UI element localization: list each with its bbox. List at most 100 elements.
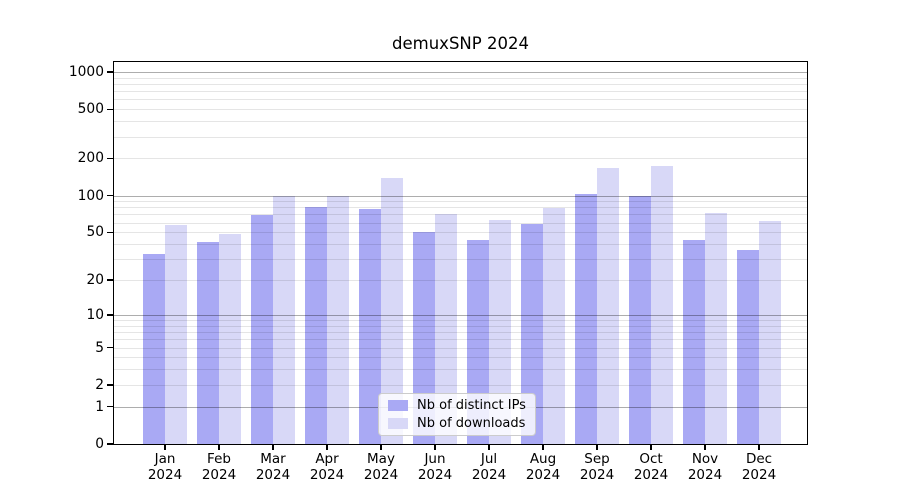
legend-swatch-distinct-ips <box>388 400 408 411</box>
y-tick-label-20: 20 <box>86 272 104 289</box>
gridline-50 <box>114 232 807 234</box>
bar-downloads-mar <box>273 195 295 444</box>
y-tick-2 <box>107 384 114 386</box>
legend-swatch-downloads <box>388 418 408 429</box>
x-tick-aug <box>542 445 544 450</box>
x-tick-label-may: May 2024 <box>363 451 399 483</box>
gridline-8 <box>114 325 807 327</box>
gridline-9 <box>114 320 807 322</box>
gridline-30 <box>114 259 807 261</box>
gridline-700 <box>114 91 807 93</box>
bar-distinct-ips-feb <box>197 241 219 444</box>
bar-distinct-ips-mar <box>251 214 273 444</box>
bar-distinct-ips-sep <box>575 193 597 444</box>
bar-distinct-ips-apr <box>305 206 327 444</box>
x-tick-nov <box>704 445 706 450</box>
gridline-90 <box>114 201 807 203</box>
x-tick-mar <box>272 445 274 450</box>
bar-downloads-feb <box>219 234 241 444</box>
y-tick-5 <box>107 346 114 349</box>
legend-item-distinct-ips: Nb of distinct IPs <box>388 398 526 413</box>
gridline-60 <box>114 222 807 224</box>
bar-downloads-jan <box>165 225 187 444</box>
x-tick-label-mar: Mar 2024 <box>255 451 291 483</box>
y-tick-10 <box>107 314 114 316</box>
y-tick-50 <box>107 231 114 233</box>
x-tick-label-feb: Feb 2024 <box>201 451 237 483</box>
gridline-200 <box>114 158 807 160</box>
gridline-1000 <box>114 72 807 74</box>
legend-label-downloads: Nb of downloads <box>417 416 526 431</box>
plot-area: Nb of distinct IPs Nb of downloads <box>113 61 808 445</box>
gridline-4 <box>114 357 807 359</box>
gridline-500 <box>114 109 807 111</box>
x-tick-label-aug: Aug 2024 <box>525 451 561 483</box>
bar-distinct-ips-oct <box>629 195 651 444</box>
x-tick-jan <box>164 445 166 450</box>
bar-distinct-ips-aug <box>521 224 543 444</box>
x-tick-label-oct: Oct 2024 <box>633 451 669 483</box>
bar-downloads-jul <box>489 220 511 444</box>
gridline-800 <box>114 84 807 86</box>
bar-downloads-jun <box>435 213 457 444</box>
y-tick-label-10: 10 <box>86 306 104 323</box>
gridline-6 <box>114 339 807 341</box>
gridline-300 <box>114 136 807 138</box>
y-tick-label-200: 200 <box>77 150 104 167</box>
bar-downloads-sep <box>597 167 619 444</box>
x-tick-label-jul: Jul 2024 <box>471 451 507 483</box>
x-tick-jun <box>434 445 436 450</box>
gridline-400 <box>114 121 807 123</box>
x-tick-jul <box>488 445 490 450</box>
y-tick-0 <box>107 443 114 445</box>
legend: Nb of distinct IPs Nb of downloads <box>378 393 536 436</box>
gridline-900 <box>114 77 807 79</box>
chart-title: demuxSNP 2024 <box>392 34 529 53</box>
x-tick-label-jan: Jan 2024 <box>147 451 183 483</box>
y-tick-label-0: 0 <box>95 436 104 452</box>
y-tick-label-1000: 1000 <box>68 64 104 81</box>
gridline-70 <box>114 214 807 216</box>
y-tick-label-2: 2 <box>95 376 104 393</box>
bar-distinct-ips-may <box>359 208 381 444</box>
bar-downloads-oct <box>651 165 673 444</box>
bar-distinct-ips-jan <box>143 254 165 444</box>
x-tick-feb <box>218 445 220 450</box>
y-tick-100 <box>107 194 114 197</box>
gridline-7 <box>114 332 807 334</box>
y-tick-label-50: 50 <box>86 224 104 241</box>
bar-downloads-nov <box>705 213 727 444</box>
bar-downloads-may <box>381 177 403 444</box>
y-tick-20 <box>107 279 114 281</box>
bar-downloads-aug <box>543 208 565 444</box>
gridline-40 <box>114 244 807 246</box>
x-tick-label-jun: Jun 2024 <box>417 451 453 483</box>
x-tick-label-apr: Apr 2024 <box>309 451 345 483</box>
gridline-100 <box>114 195 807 197</box>
gridline-5 <box>114 347 807 349</box>
y-tick-label-500: 500 <box>77 101 104 118</box>
gridline-10 <box>114 314 807 316</box>
gridline-3 <box>114 369 807 371</box>
bar-distinct-ips-nov <box>683 240 705 444</box>
gridline-600 <box>114 99 807 101</box>
y-tick-1000 <box>107 71 114 73</box>
x-tick-label-nov: Nov 2024 <box>687 451 723 483</box>
y-tick-200 <box>107 157 114 160</box>
gridline-80 <box>114 207 807 209</box>
x-tick-label-dec: Dec 2024 <box>741 451 777 483</box>
x-tick-dec <box>758 445 760 450</box>
gridline-2 <box>114 384 807 386</box>
gridline-20 <box>114 280 807 282</box>
y-tick-500 <box>107 108 114 110</box>
legend-label-distinct-ips: Nb of distinct IPs <box>417 398 526 413</box>
y-tick-1 <box>107 405 114 408</box>
x-tick-sep <box>596 445 598 450</box>
bar-downloads-apr <box>327 195 349 444</box>
bar-downloads-dec <box>759 220 781 444</box>
y-tick-label-100: 100 <box>77 187 104 204</box>
x-tick-label-sep: Sep 2024 <box>579 451 615 483</box>
y-tick-label-1: 1 <box>95 398 104 415</box>
x-tick-may <box>380 445 382 450</box>
